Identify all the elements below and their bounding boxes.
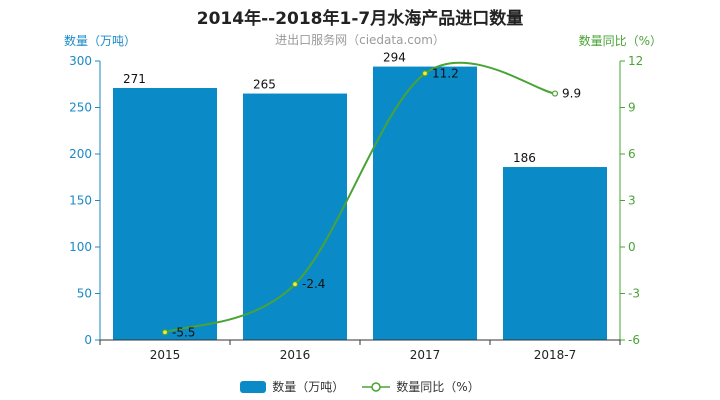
bar [373, 66, 477, 340]
line-point [161, 329, 169, 336]
legend-line-label: 数量同比（%） [396, 380, 480, 394]
left-axis-label: 数量（万吨） [64, 34, 137, 48]
bar-data-label: 186 [513, 151, 536, 165]
legend: 数量（万吨） 数量同比（%） [0, 378, 720, 395]
legend-item-line[interactable]: 数量同比（%） [362, 378, 480, 395]
bar [503, 167, 607, 340]
bar-data-label: 294 [383, 51, 406, 65]
right-tick-label: -3 [628, 287, 640, 301]
line-point [291, 281, 299, 288]
line-point [421, 70, 429, 77]
left-tick-label: 200 [69, 147, 92, 161]
line-data-label: -2.4 [302, 277, 325, 291]
bar-data-label: 265 [253, 78, 276, 92]
x-tick-label: 2018-7 [534, 348, 577, 362]
left-tick-label: 100 [69, 240, 92, 254]
line-series-path [164, 61, 556, 334]
right-tick-label: -6 [628, 333, 640, 347]
left-tick-label: 150 [69, 194, 92, 208]
line-data-label: 9.9 [562, 87, 581, 101]
legend-item-bar[interactable]: 数量（万吨） [240, 378, 344, 395]
left-tick-label: 50 [77, 287, 92, 301]
x-tick-label: 2015 [150, 348, 181, 362]
legend-line-swatch [362, 381, 391, 392]
right-axis-label: 数量同比（%） [578, 34, 662, 48]
right-tick-label: 3 [628, 194, 636, 208]
x-tick-label: 2016 [280, 348, 311, 362]
x-tick-label: 2017 [410, 348, 441, 362]
left-tick-label: 300 [69, 54, 92, 68]
legend-bar-swatch [240, 380, 267, 393]
bar [113, 87, 217, 340]
left-tick-label: 0 [84, 333, 92, 347]
right-tick-label: 9 [628, 101, 636, 115]
legend-bar-label: 数量（万吨） [272, 380, 345, 394]
line-point [551, 90, 559, 97]
right-tick-label: 0 [628, 240, 636, 254]
chart-title: 2014年--2018年1-7月水海产品进口数量 [196, 9, 524, 29]
right-tick-label: 6 [628, 147, 636, 161]
chart-subtitle: 进出口服务网（ciedata.com） [275, 33, 445, 47]
left-tick-label: 250 [69, 101, 92, 115]
bar [243, 93, 347, 340]
bar-data-label: 271 [123, 72, 146, 86]
right-tick-label: 12 [628, 54, 643, 68]
line-data-label: 11.2 [432, 66, 459, 80]
line-data-label: -5.5 [172, 325, 195, 339]
